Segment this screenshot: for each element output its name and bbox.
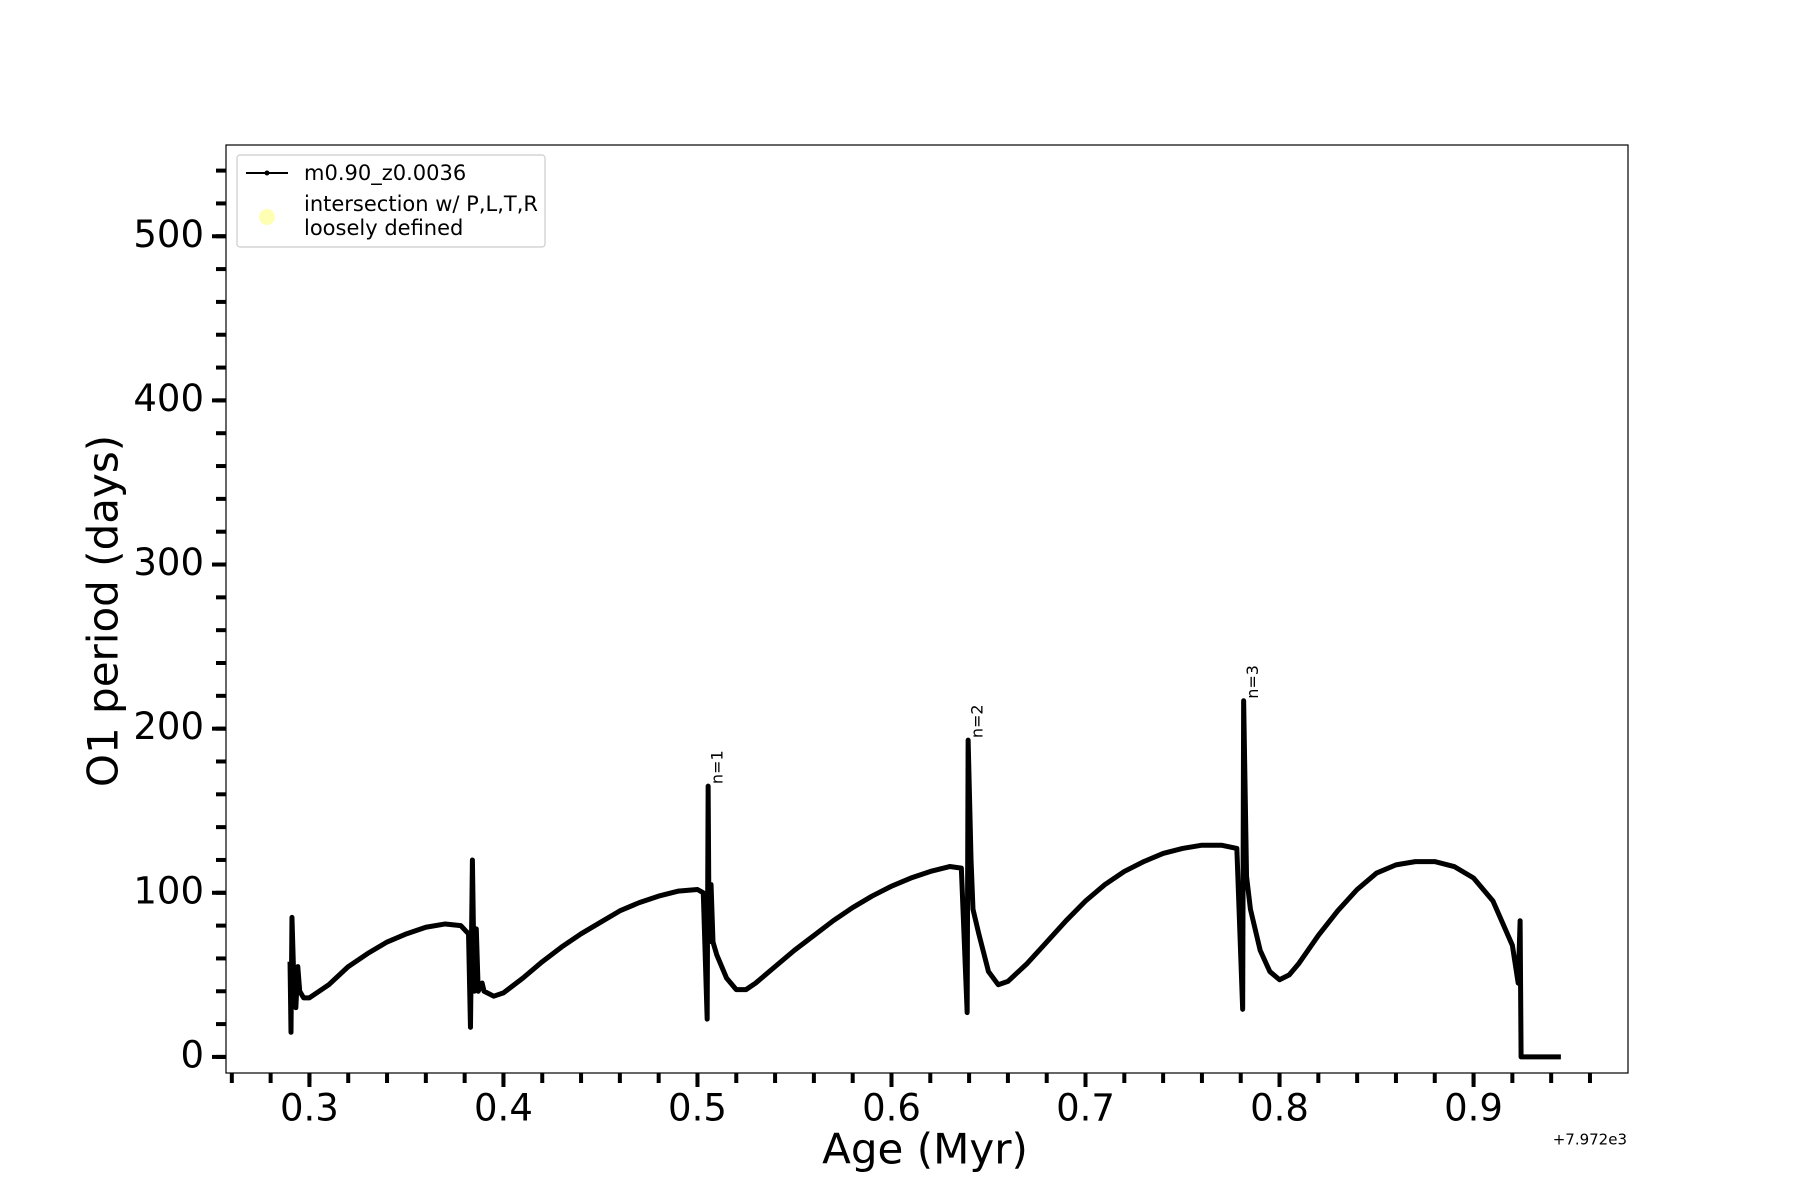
y-tick-label: 0 [180,1033,204,1076]
legend-label: m0.90_z0.0036 [304,161,466,186]
legend-marker [259,209,275,225]
x-axis-label: Age (Myr) [822,1125,1028,1174]
x-tick-label: 0.4 [474,1087,533,1130]
legend-label: loosely defined [304,216,463,240]
y-tick-label: 500 [133,213,204,256]
legend-box [236,154,546,248]
annotation: n=3 [1243,665,1262,699]
legend-label: intersection w/ P,L,T,R [304,192,538,216]
x-tick-label: 0.8 [1250,1087,1309,1130]
y-axis-label: O1 period (days) [79,435,128,787]
data-line [287,698,1561,1060]
y-tick-label: 200 [133,705,204,748]
annotation: n=1 [708,750,727,784]
x-offset-label: +7.972e3 [1553,1131,1627,1149]
x-tick-label: 0.3 [280,1087,339,1130]
x-tick-label: 0.5 [668,1087,727,1130]
annotation: n=2 [968,704,987,738]
y-tick-label: 100 [133,869,204,912]
x-tick-label: 0.7 [1056,1087,1115,1130]
y-tick-label: 300 [133,541,204,584]
plot-frame [225,144,1629,1074]
x-tick-label: 0.9 [1444,1087,1503,1130]
x-tick-label: 0.6 [862,1087,921,1130]
y-tick-label: 400 [133,377,204,420]
legend-marker [264,170,270,176]
